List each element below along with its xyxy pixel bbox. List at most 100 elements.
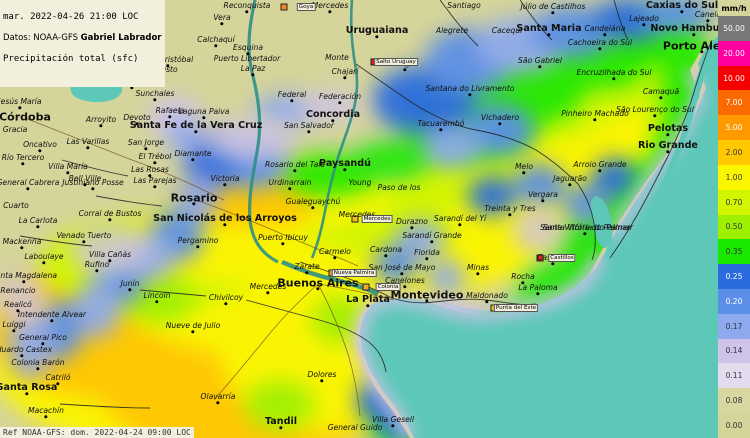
city-label: Montevideo — [390, 288, 464, 302]
city-label: Gracia — [2, 125, 28, 135]
legend-band-0p14[interactable]: 0.14 — [718, 338, 750, 364]
legend-band-10p00[interactable]: 10.00 — [718, 65, 750, 91]
city-dot — [536, 292, 540, 296]
city-label: Vera — [213, 13, 231, 23]
station-marker[interactable] — [351, 215, 359, 223]
precipitation-map[interactable]: Reconquista Mercedes Santiago Júlio de Cast… — [0, 0, 718, 438]
station-marker[interactable] — [362, 283, 370, 291]
legend-band-0p35[interactable]: 0.35 — [718, 239, 750, 265]
legend-band-20p00[interactable]: 20.00 — [718, 40, 750, 66]
city-dot — [521, 281, 525, 285]
city-dot — [99, 124, 103, 128]
city-label: Las Varillas — [66, 137, 110, 147]
station-marker-caption: Goya — [296, 3, 316, 11]
legend-band-0p25[interactable]: 0.25 — [718, 264, 750, 289]
laguna-dos-patos — [652, 52, 712, 206]
city-dot — [316, 287, 320, 291]
city-dot — [108, 259, 112, 263]
city-dot — [153, 98, 157, 102]
station-marker-caption: Colonia — [375, 283, 401, 291]
city-label: Carmelo — [319, 247, 351, 257]
legend-band-0p20[interactable]: 0.20 — [718, 288, 750, 314]
legend-band-1p00[interactable]: 1.00 — [718, 164, 750, 190]
legend-band-0p50[interactable]: 0.50 — [718, 214, 750, 240]
station-marker-caption: Punta del Este — [493, 304, 539, 312]
header-variable: Precipitación total (sfc) — [3, 53, 139, 64]
city-dot — [56, 382, 60, 386]
legend-band-0p11[interactable]: 0.11 — [718, 363, 750, 389]
city-label: Colonia Barón — [11, 358, 65, 368]
city-label: Santa Fe de la Vera Cruz — [129, 120, 263, 132]
city-dot — [311, 206, 315, 210]
city-dot — [266, 291, 270, 295]
legend-band-0p08[interactable]: 0.08 — [718, 388, 750, 413]
city-label: Paysandú — [319, 158, 371, 170]
city-dot — [593, 118, 597, 122]
city-label: Lajeado — [629, 14, 659, 24]
city-label: Monte — [325, 53, 349, 63]
city-dot — [95, 269, 99, 273]
city-dot — [680, 10, 684, 14]
legend-band-5p00[interactable]: 5.00 — [718, 115, 750, 141]
city-dot — [41, 342, 45, 346]
station-marker-caption: Mercedes — [361, 215, 393, 223]
city-label: Dolores — [307, 370, 337, 380]
city-dot — [223, 223, 227, 227]
city-label: Mackenna — [2, 237, 42, 247]
city-dot — [22, 280, 26, 284]
city-dot — [508, 213, 512, 217]
city-label: Arroyito — [85, 115, 117, 125]
legend-band-value: 5.00 — [725, 123, 743, 133]
legend-band-50p00[interactable]: 50.00 — [718, 16, 750, 41]
station-marker[interactable] — [280, 3, 288, 11]
legend-bands[interactable]: 50.00 20.00 10.00 7.00 5.00 2.00 1.00 0.70 0.50 0… — [718, 16, 750, 438]
map-footer-reference: Ref NOAA-GFS: dom. 2022-04-24 09:00 LOC — [0, 427, 194, 438]
city-dot — [410, 226, 414, 230]
city-dot — [485, 300, 489, 304]
city-label: San Cristóbal — [142, 55, 194, 65]
roads — [24, 117, 395, 417]
city-dot — [425, 257, 429, 261]
station-marker[interactable] — [536, 254, 544, 262]
colorbar-legend[interactable]: mm/h 50.00 20.00 10.00 7.00 5.00 2.00 1.00 0.70… — [718, 0, 750, 438]
legend-band-0p17[interactable]: 0.17 — [718, 313, 750, 339]
city-label: El Trébol — [138, 152, 172, 162]
legend-band-2p00[interactable]: 2.00 — [718, 140, 750, 165]
legend-band-value: 0.17 — [725, 321, 743, 331]
city-label: Minas — [466, 263, 490, 273]
city-label: Encruzilhada do Sul — [576, 68, 652, 78]
city-label: Mercedes — [311, 1, 349, 11]
city-dot — [135, 122, 139, 126]
header-valid-time: mar. 2022-04-26 21:00 LOC — [3, 11, 139, 22]
city-dot — [400, 272, 404, 276]
legend-band-0p70[interactable]: 0.70 — [718, 189, 750, 215]
city-label: Federación — [318, 92, 362, 102]
city-label: Maldonado — [466, 291, 508, 301]
city-dot — [42, 261, 46, 265]
city-label: Calchaquí — [197, 35, 235, 45]
legend-band-value: 0.14 — [725, 346, 743, 356]
city-label: Santa Rosa — [0, 382, 58, 394]
city-label: Santa Maria — [516, 23, 582, 35]
legend-band-0p00[interactable]: 0.00 — [718, 413, 750, 438]
city-dot — [598, 169, 602, 173]
city-label: Sunchales — [135, 89, 175, 99]
city-label: Luiggi — [2, 320, 26, 330]
city-dot — [366, 304, 370, 308]
city-dot — [439, 128, 443, 132]
legend-band-value: 20.00 — [723, 48, 745, 58]
city-label: San Salvador — [283, 121, 335, 131]
city-dot — [391, 424, 395, 428]
city-dot — [20, 246, 24, 250]
legend-band-value: 0.08 — [725, 396, 743, 406]
city-label: Reconquista — [223, 1, 271, 11]
city-label: Mercedes — [249, 282, 287, 292]
city-dot — [202, 116, 206, 120]
city-dot — [25, 392, 29, 396]
legend-band-7p00[interactable]: 7.00 — [718, 90, 750, 116]
city-label: Jaguarão — [553, 174, 587, 184]
city-dot — [214, 44, 218, 48]
map-header: mar. 2022-04-26 21:00 LOC Datos: NOAA-GF… — [0, 0, 165, 87]
city-dot — [36, 367, 40, 371]
city-label: Tacuarembó — [417, 119, 465, 129]
